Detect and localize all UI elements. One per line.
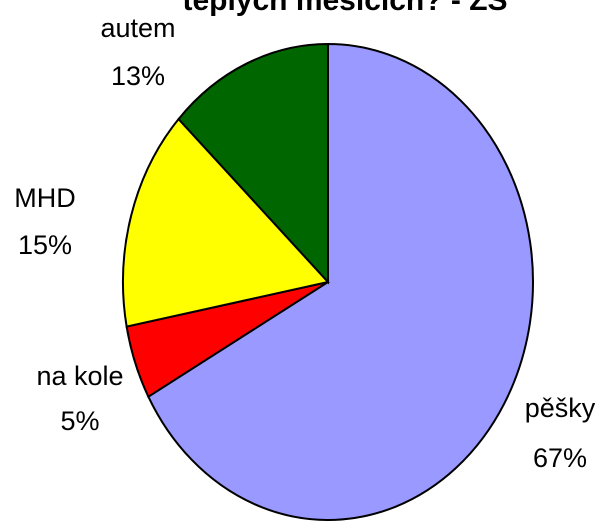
pie-slice <box>122 117 330 328</box>
slice-label: na kole <box>36 361 123 391</box>
slice-value-label: 13% <box>111 61 165 91</box>
chart-title: teplých měsících? - ZŠ <box>182 0 507 17</box>
slice-value-label: 67% <box>533 443 587 473</box>
slice-label: autem <box>100 13 175 43</box>
slice-value-label: 5% <box>60 406 99 436</box>
slice-value-label: 15% <box>18 230 72 260</box>
slice-label: pěšky <box>525 393 596 423</box>
slice-label: MHD <box>14 183 76 213</box>
pie-slice <box>177 42 329 285</box>
pie-slice <box>147 42 534 521</box>
